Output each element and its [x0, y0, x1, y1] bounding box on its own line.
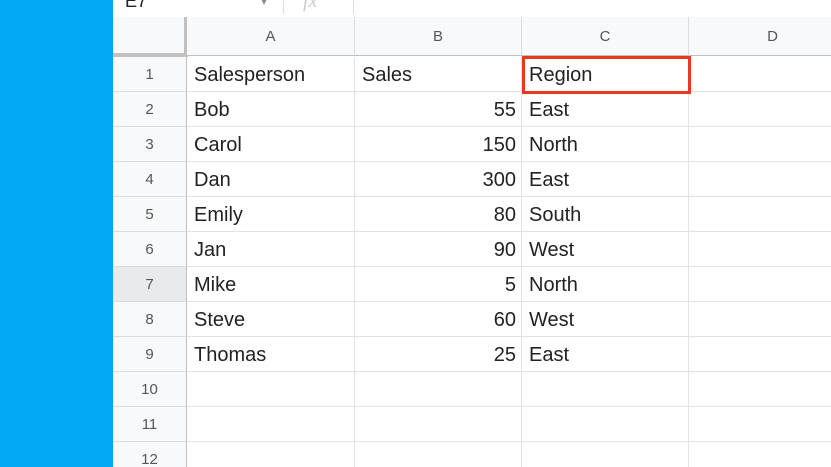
cell-d1[interactable] — [689, 57, 831, 92]
cell-b8[interactable]: 60 — [355, 302, 522, 337]
row-header-3[interactable]: 3 — [113, 127, 187, 162]
cell-a9[interactable]: Thomas — [187, 337, 355, 372]
cell-c5[interactable]: South — [522, 197, 689, 232]
cell-c12[interactable] — [522, 442, 689, 467]
cell-b9[interactable]: 25 — [355, 337, 522, 372]
name-box-dropdown-icon[interactable]: ▾ — [261, 0, 268, 8]
divider — [283, 0, 284, 14]
column-header-b[interactable]: B — [355, 17, 522, 56]
cell-d5[interactable] — [689, 197, 831, 232]
cell-c8[interactable]: West — [522, 302, 689, 337]
row-header-6[interactable]: 6 — [113, 232, 187, 267]
cell-d2[interactable] — [689, 92, 831, 127]
cell-d4[interactable] — [689, 162, 831, 197]
cell-a1[interactable]: Salesperson — [187, 57, 355, 92]
cell-d10[interactable] — [689, 372, 831, 407]
row-header-5[interactable]: 5 — [113, 197, 187, 232]
cell-a10[interactable] — [187, 372, 355, 407]
column-header-c[interactable]: C — [522, 17, 689, 56]
column-header-a[interactable]: A — [187, 17, 355, 56]
cell-d8[interactable] — [689, 302, 831, 337]
row-header-11[interactable]: 11 — [113, 407, 187, 442]
row-header-12[interactable]: 12 — [113, 442, 187, 467]
cell-a8[interactable]: Steve — [187, 302, 355, 337]
cell-c7[interactable]: North — [522, 267, 689, 302]
cell-d9[interactable] — [689, 337, 831, 372]
cell-a6[interactable]: Jan — [187, 232, 355, 267]
row-header-1[interactable]: 1 — [113, 57, 187, 92]
row-header-9[interactable]: 9 — [113, 337, 187, 372]
cell-c3[interactable]: North — [522, 127, 689, 162]
cell-b12[interactable] — [355, 442, 522, 467]
cell-b5[interactable]: 80 — [355, 197, 522, 232]
spreadsheet-window: E7 ▾ fx A B C D 1 Salesperson Sales Region 2 Bob 5… — [113, 0, 831, 467]
cell-a12[interactable] — [187, 442, 355, 467]
fx-icon: fx — [303, 0, 318, 12]
cell-a2[interactable]: Bob — [187, 92, 355, 127]
cell-a4[interactable]: Dan — [187, 162, 355, 197]
cell-b4[interactable]: 300 — [355, 162, 522, 197]
cell-c10[interactable] — [522, 372, 689, 407]
cell-d3[interactable] — [689, 127, 831, 162]
name-box[interactable]: E7 — [125, 0, 148, 11]
highlighted-cell-outline — [522, 56, 691, 94]
cell-b3[interactable]: 150 — [355, 127, 522, 162]
cell-b7[interactable]: 5 — [355, 267, 522, 302]
row-header-7[interactable]: 7 — [113, 267, 187, 302]
cell-c2[interactable]: East — [522, 92, 689, 127]
divider — [353, 0, 354, 14]
select-all-corner[interactable] — [113, 17, 188, 57]
cell-b6[interactable]: 90 — [355, 232, 522, 267]
cell-c6[interactable]: West — [522, 232, 689, 267]
cell-d7[interactable] — [689, 267, 831, 302]
cell-b10[interactable] — [355, 372, 522, 407]
cell-b1[interactable]: Sales — [355, 57, 522, 92]
row-header-10[interactable]: 10 — [113, 372, 187, 407]
cell-d12[interactable] — [689, 442, 831, 467]
cell-c9[interactable]: East — [522, 337, 689, 372]
cell-a3[interactable]: Carol — [187, 127, 355, 162]
cell-c4[interactable]: East — [522, 162, 689, 197]
cell-b11[interactable] — [355, 407, 522, 442]
row-header-2[interactable]: 2 — [113, 92, 187, 127]
formula-bar: E7 ▾ fx — [113, 0, 831, 18]
cell-a5[interactable]: Emily — [187, 197, 355, 232]
cell-d6[interactable] — [689, 232, 831, 267]
cell-a11[interactable] — [187, 407, 355, 442]
row-header-8[interactable]: 8 — [113, 302, 187, 337]
cell-b2[interactable]: 55 — [355, 92, 522, 127]
row-header-4[interactable]: 4 — [113, 162, 187, 197]
column-header-d[interactable]: D — [689, 17, 831, 56]
cell-c11[interactable] — [522, 407, 689, 442]
cell-d11[interactable] — [689, 407, 831, 442]
cell-a7[interactable]: Mike — [187, 267, 355, 302]
